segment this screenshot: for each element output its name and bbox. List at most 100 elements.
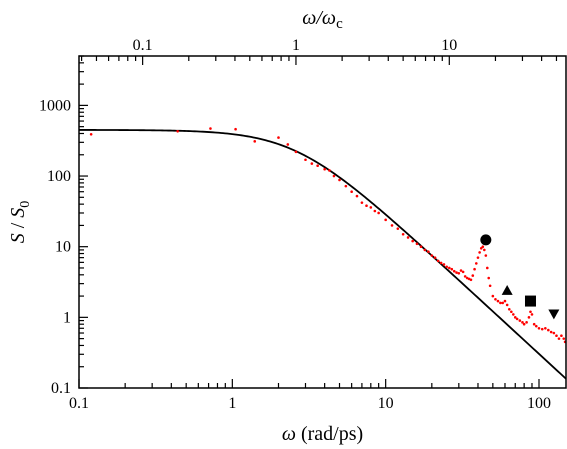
data-point	[471, 274, 475, 277]
data-point	[445, 265, 448, 269]
data-point	[529, 310, 532, 314]
x-tick-label: 0.1	[69, 395, 89, 412]
data-points	[89, 127, 567, 344]
data-point	[415, 242, 419, 246]
model-curve	[79, 129, 567, 380]
data-point	[390, 224, 394, 227]
y-tick-label: 1000	[39, 97, 71, 114]
data-point	[384, 218, 387, 222]
data-point	[518, 319, 522, 322]
x-axis-title-symbol: ω	[282, 423, 296, 445]
data-point	[328, 169, 331, 172]
data-point	[515, 317, 519, 321]
data-point	[476, 256, 480, 259]
data-point	[562, 337, 566, 340]
peak-marker-circle	[480, 234, 492, 246]
data-point	[436, 259, 440, 263]
data-point	[537, 326, 541, 330]
data-point	[377, 211, 380, 215]
data-point	[89, 132, 93, 136]
data-point	[496, 299, 500, 303]
x-axis-title: ω (rad/ps)	[282, 423, 363, 445]
peak-markers	[480, 234, 560, 320]
data-point	[344, 184, 348, 188]
data-point	[350, 190, 353, 194]
data-point	[332, 174, 336, 178]
data-point	[525, 321, 528, 324]
top-axis-title-sub: c	[336, 16, 343, 32]
data-point	[338, 178, 341, 182]
data-point	[355, 194, 359, 198]
data-point	[491, 294, 495, 298]
top-tick-label: 0.1	[133, 37, 153, 54]
data-point	[474, 262, 478, 265]
data-point	[411, 239, 414, 243]
data-point	[439, 261, 443, 265]
x-tick-label: 100	[527, 395, 551, 412]
y-axis-title-s0: S	[7, 208, 29, 218]
data-point	[478, 251, 481, 254]
data-point	[512, 313, 515, 316]
data-point	[433, 256, 437, 259]
data-point	[527, 316, 531, 319]
data-point	[469, 278, 473, 282]
data-point	[494, 298, 497, 301]
data-point	[463, 275, 467, 278]
data-point	[479, 246, 483, 250]
data-point	[455, 271, 458, 274]
data-point	[521, 321, 524, 324]
data-point	[457, 272, 461, 275]
data-point	[485, 266, 489, 270]
x-tick-label: 1	[228, 395, 236, 412]
data-point	[423, 248, 427, 252]
data-point	[209, 127, 212, 130]
peak-marker-square	[524, 295, 536, 307]
axis-ticks	[78, 55, 558, 389]
data-point	[505, 303, 509, 307]
data-point	[552, 331, 556, 335]
data-point	[427, 250, 430, 253]
data-point	[234, 127, 237, 131]
data-point	[450, 267, 454, 271]
data-point	[549, 330, 553, 334]
data-point	[510, 310, 513, 314]
top-axis-title: ω/ωc	[302, 7, 343, 32]
data-point	[286, 143, 290, 146]
data-point	[540, 327, 544, 331]
y-axis-title: S / S0	[7, 201, 33, 244]
y-axis-title-slash: /	[7, 218, 29, 234]
y-axis-title-sub0: 0	[18, 201, 33, 208]
data-point	[430, 254, 434, 257]
x-tick-label: 10	[378, 395, 394, 412]
data-point	[176, 129, 179, 133]
data-point	[544, 326, 547, 330]
data-point	[406, 236, 410, 239]
data-point	[253, 140, 257, 143]
data-point	[532, 322, 536, 326]
data-point	[452, 269, 456, 273]
data-point	[484, 254, 488, 257]
y-tick-label: 10	[55, 239, 71, 256]
peak-marker-triangle-up	[501, 284, 513, 295]
data-point	[316, 164, 319, 168]
data-point	[481, 245, 485, 248]
data-point	[323, 167, 326, 171]
model-curve-group	[79, 129, 567, 380]
data-point	[373, 209, 377, 213]
data-point	[499, 301, 502, 305]
data-point	[277, 136, 280, 139]
y-axis-title-s: S	[7, 233, 29, 243]
data-point	[522, 322, 526, 326]
y-tick-label: 1	[63, 309, 71, 326]
data-point	[473, 267, 476, 271]
data-point	[547, 328, 550, 332]
top-axis-title-main: ω/ω	[302, 7, 336, 29]
data-point	[560, 334, 563, 337]
data-point	[461, 270, 465, 274]
tick-labels: 0.1 1 10 100 0.1 1 10 100 1000 0.1 1 10	[39, 37, 551, 412]
data-point	[294, 150, 298, 154]
data-point	[557, 337, 561, 340]
data-point	[501, 301, 505, 305]
data-point	[555, 334, 558, 337]
data-point	[488, 284, 492, 288]
